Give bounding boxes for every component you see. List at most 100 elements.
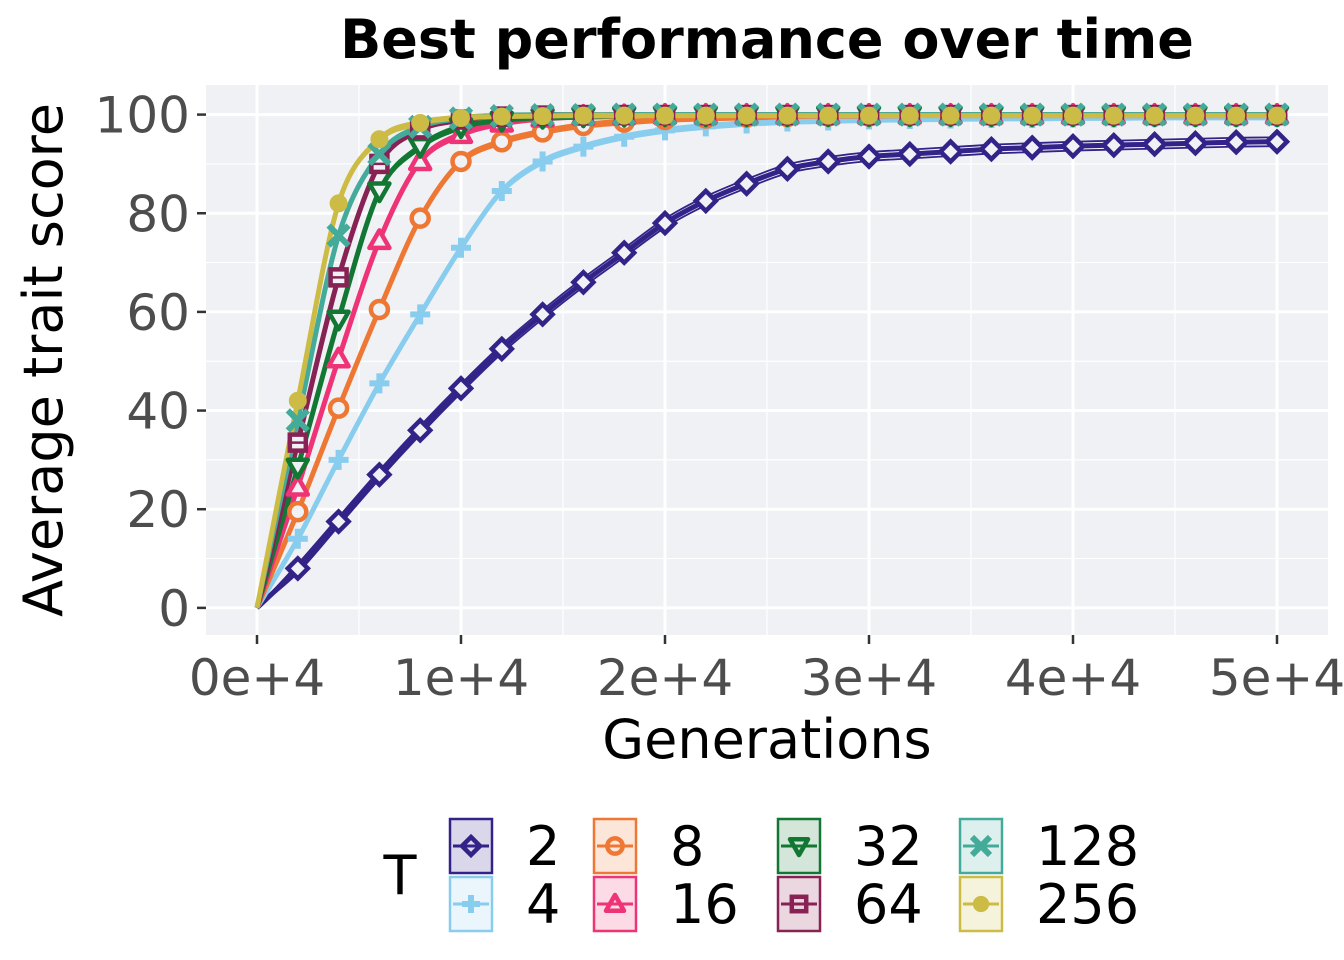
legend-key xyxy=(592,817,638,875)
data-point xyxy=(287,528,308,549)
legend-key xyxy=(448,875,494,933)
y-tick-label: 40 xyxy=(126,383,190,441)
data-point xyxy=(982,106,1001,125)
data-point xyxy=(819,106,838,125)
legend-key xyxy=(448,817,494,875)
data-point xyxy=(411,113,430,132)
data-point xyxy=(367,181,392,204)
data-point xyxy=(774,155,801,183)
y-axis-label: Average trait score xyxy=(12,103,75,617)
data-point xyxy=(285,474,311,497)
data-point xyxy=(409,207,431,229)
legend-label: 32 xyxy=(854,815,923,878)
data-point xyxy=(696,106,715,125)
data-point xyxy=(1104,106,1123,125)
data-point xyxy=(570,269,597,296)
data-point xyxy=(1145,106,1164,125)
data-point xyxy=(287,500,309,523)
data-point xyxy=(407,417,434,444)
x-tick-label: 1e+4 xyxy=(393,649,529,707)
data-point xyxy=(532,151,553,172)
data-point xyxy=(1268,106,1286,125)
data-point xyxy=(533,107,552,126)
y-tick-label: 60 xyxy=(126,284,190,342)
data-point xyxy=(692,187,719,215)
legend-key-marker xyxy=(605,836,625,856)
data-point xyxy=(325,508,352,535)
axis-ticks: 0e+4 1e+4 2e+4 3e+4 4e+4 5e+4 0 20 40 60 80 100 xyxy=(95,87,1344,707)
data-point xyxy=(1182,130,1209,157)
data-point xyxy=(1263,128,1291,155)
x-tick-label: 0e+4 xyxy=(189,649,325,707)
data-point xyxy=(573,136,594,157)
y-tick-label: 20 xyxy=(126,481,190,539)
legend-label: 128 xyxy=(1036,815,1139,878)
data-point xyxy=(815,148,842,175)
legend-key xyxy=(592,875,638,933)
data-point xyxy=(284,555,311,582)
data-point xyxy=(733,170,760,197)
data-point xyxy=(366,461,393,488)
data-point xyxy=(328,267,349,288)
data-point xyxy=(326,309,351,332)
data-point xyxy=(1064,106,1082,125)
data-point xyxy=(1227,106,1246,125)
series-markers xyxy=(284,102,1291,582)
data-point xyxy=(611,239,638,266)
data-point xyxy=(452,109,470,128)
chart-title: Best performance over time xyxy=(340,8,1194,71)
data-point xyxy=(1141,131,1168,158)
data-point xyxy=(410,304,431,325)
data-point xyxy=(326,346,351,369)
legend-key xyxy=(776,817,822,875)
y-tick-label: 0 xyxy=(158,580,190,638)
data-point xyxy=(1223,129,1250,156)
legend-key xyxy=(776,875,822,933)
data-point xyxy=(615,106,634,125)
legend-key-marker xyxy=(458,833,484,859)
data-point xyxy=(450,150,472,173)
data-point xyxy=(370,130,389,149)
x-tick-label: 3e+4 xyxy=(801,649,937,707)
data-point xyxy=(1019,134,1046,161)
data-point xyxy=(488,335,515,363)
y-tick-label: 80 xyxy=(126,185,190,243)
data-point xyxy=(328,449,349,470)
y-tick-label: 100 xyxy=(95,87,190,145)
legend-label: 16 xyxy=(670,873,739,936)
x-tick-label: 2e+4 xyxy=(597,649,733,707)
data-point xyxy=(978,135,1005,163)
data-point xyxy=(937,138,964,165)
data-point xyxy=(285,408,310,433)
legend-key-marker xyxy=(462,895,480,913)
x-tick-label: 4e+4 xyxy=(1005,649,1141,707)
data-point xyxy=(407,149,433,172)
legend-label: 8 xyxy=(670,815,704,878)
legend-key-marker xyxy=(603,892,627,913)
legend-label: 4 xyxy=(526,873,560,936)
x-axis-label: Generations xyxy=(602,708,931,771)
legend-key-marker xyxy=(787,837,811,858)
data-point xyxy=(1023,106,1042,125)
data-point xyxy=(326,223,351,248)
data-point xyxy=(285,457,311,480)
data-point xyxy=(656,106,674,125)
data-point xyxy=(287,432,309,453)
data-point xyxy=(491,130,513,153)
legend-key-marker xyxy=(969,834,993,858)
data-point xyxy=(900,106,919,125)
data-point xyxy=(492,107,511,126)
data-point xyxy=(778,106,797,125)
x-tick-label: 5e+4 xyxy=(1209,649,1344,707)
data-point xyxy=(327,397,350,419)
data-point xyxy=(368,298,391,321)
data-point xyxy=(896,140,923,168)
legend-key xyxy=(958,817,1004,875)
data-point xyxy=(1059,132,1087,160)
data-point xyxy=(737,106,756,125)
data-point xyxy=(369,373,390,394)
data-point xyxy=(329,194,348,213)
legend-label: 64 xyxy=(854,873,923,936)
legend-key-marker xyxy=(789,894,809,914)
